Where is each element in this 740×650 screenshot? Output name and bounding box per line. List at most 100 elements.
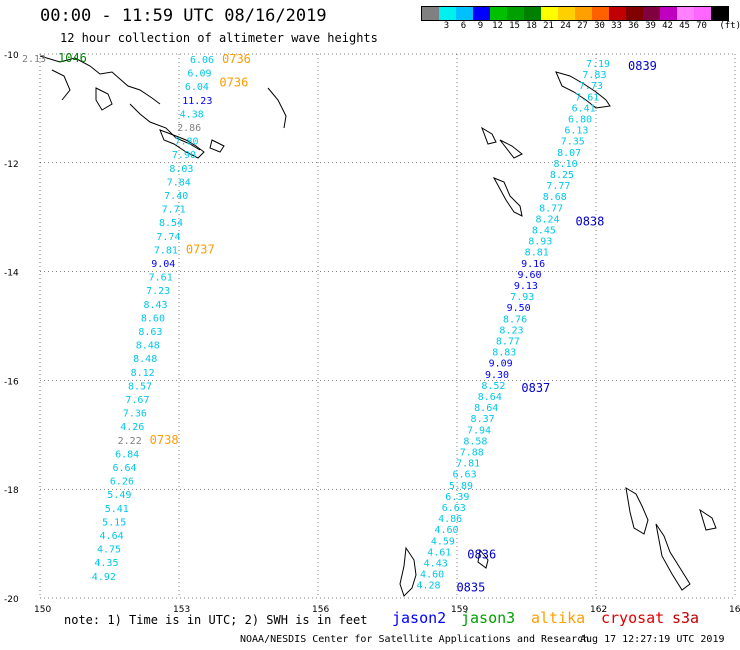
swh-value: 7.73 — [579, 81, 603, 92]
legend-swatch — [609, 7, 626, 20]
swh-value: 7.71 — [162, 205, 186, 216]
credit-line: NOAA/NESDIS Center for Satellite Applica… — [240, 634, 590, 645]
coastline — [481, 126, 497, 145]
legend-label: 42 — [662, 21, 673, 31]
coastline — [399, 546, 417, 597]
swh-value: 7.36 — [123, 409, 147, 420]
legend-label: 12 — [492, 21, 503, 31]
swh-value: 6.39 — [445, 492, 469, 503]
swh-value: 4.60 — [420, 570, 444, 581]
legend-label: 30 — [594, 21, 605, 31]
swh-value: 7.77 — [546, 181, 570, 192]
swh-value: 4.38 — [180, 109, 204, 120]
wave-height-color-legend — [421, 6, 729, 21]
legend-label: 3 — [443, 21, 450, 31]
swh-value: 8.54 — [159, 218, 183, 229]
coastline — [129, 103, 201, 151]
swh-value: 8.93 — [528, 237, 552, 248]
swh-value: 7.61 — [149, 273, 173, 284]
swh-value: 5.49 — [107, 490, 131, 501]
swh-value: 7.88 — [460, 448, 484, 459]
lon-label: 150 — [34, 605, 51, 615]
legend-swatch — [592, 7, 609, 20]
swh-value: 5.15 — [102, 517, 126, 528]
lat-label: -10 — [4, 51, 19, 61]
legend-swatch — [439, 7, 456, 20]
swh-value: 9.16 — [521, 259, 545, 270]
coastline — [699, 508, 717, 531]
lon-label: 162 — [590, 605, 607, 615]
swh-value: 4.43 — [424, 559, 448, 570]
swh-value: 6.80 — [568, 115, 592, 126]
swh-value: 2.22 — [118, 436, 142, 447]
legend-labels: 3 6 9 12 15 18 21 24 27 30 33 36 39 42 45 70 (ft) — [421, 21, 740, 33]
satellite-cryosat: cryosat — [601, 609, 665, 627]
legend-label: 9 — [477, 21, 484, 31]
swh-value: 8.58 — [463, 436, 487, 447]
swh-value: 7.61 — [575, 92, 599, 103]
lat-label: -20 — [4, 595, 19, 605]
legend-swatch — [473, 7, 490, 20]
swh-value: 4.64 — [100, 531, 124, 542]
swh-value: 4.60 — [434, 525, 458, 536]
swh-value: 2.86 — [177, 123, 201, 134]
legend-swatch — [507, 7, 524, 20]
satellite-altika: altika — [531, 609, 586, 627]
legend-label: 33 — [611, 21, 622, 31]
pass-time: 0837 — [521, 381, 550, 395]
swh-value: 9.09 — [489, 359, 513, 370]
swh-value: 4.35 — [94, 558, 118, 569]
swh-value: 8.48 — [133, 354, 157, 365]
legend-swatch — [490, 7, 507, 20]
swh-value: 6.13 — [564, 126, 588, 137]
swh-value: 7.93 — [510, 292, 534, 303]
swh-value: 7.80 — [174, 137, 198, 148]
lon-label: 153 — [173, 605, 190, 615]
swh-value: 8.64 — [474, 403, 498, 414]
swh-value: 6.41 — [572, 103, 596, 114]
legend-label: 36 — [628, 21, 639, 31]
lat-label: -12 — [4, 160, 19, 170]
legend-label: 18 — [526, 21, 537, 31]
pass-time: 0838 — [575, 214, 604, 228]
swh-value: 7.19 — [586, 59, 610, 70]
legend-swatch — [558, 7, 575, 20]
pass-time: 0836 — [467, 547, 496, 561]
map-grid — [39, 53, 736, 599]
map-title: 00:00 - 11:59 UTC 08/16/2019 — [40, 6, 327, 26]
swh-value: 4.26 — [120, 422, 144, 433]
generated-timestamp: Aug 17 12:27:19 UTC 2019 — [580, 634, 725, 645]
swh-value: 8.45 — [532, 226, 556, 237]
swh-value: 7.81 — [154, 245, 178, 256]
altimeter-tracks: 6.06 6.09 6.04 11.23 4.38 2.86 7.80 7.90 8.03 7.8… — [22, 51, 657, 595]
swh-value: 9.13 — [514, 281, 538, 292]
map-subtitle: 12 hour collection of altimeter wave hei… — [60, 31, 378, 45]
swh-value: 8.48 — [136, 341, 160, 352]
legend-swatch — [643, 7, 660, 20]
swh-value: 8.23 — [499, 325, 523, 336]
swh-value: 8.24 — [535, 214, 559, 225]
legend-label: 70 — [696, 21, 707, 31]
lon-label: 165 — [729, 605, 740, 615]
legend-label: 27 — [577, 21, 588, 31]
swh-value: 9.60 — [517, 270, 541, 281]
legend-label: 39 — [645, 21, 656, 31]
lon-label: 159 — [451, 605, 468, 615]
legend-swatch — [660, 7, 677, 20]
legend-swatch — [626, 7, 643, 20]
swh-value: 8.83 — [492, 348, 516, 359]
swh-value: 8.60 — [141, 313, 165, 324]
coastline — [159, 129, 205, 159]
swh-value: 6.09 — [187, 69, 211, 80]
pass-time: 0736 — [222, 52, 251, 66]
satellite-s3a: s3a — [672, 609, 700, 627]
swh-value: 8.81 — [525, 248, 549, 259]
swh-value: 7.84 — [167, 177, 191, 188]
swh-value: 7.94 — [467, 425, 491, 436]
swh-value: 8.37 — [471, 414, 495, 425]
legend-label: 45 — [679, 21, 690, 31]
lat-label: -16 — [4, 377, 19, 387]
legend-label: 24 — [560, 21, 571, 31]
legend-swatch — [524, 7, 541, 20]
